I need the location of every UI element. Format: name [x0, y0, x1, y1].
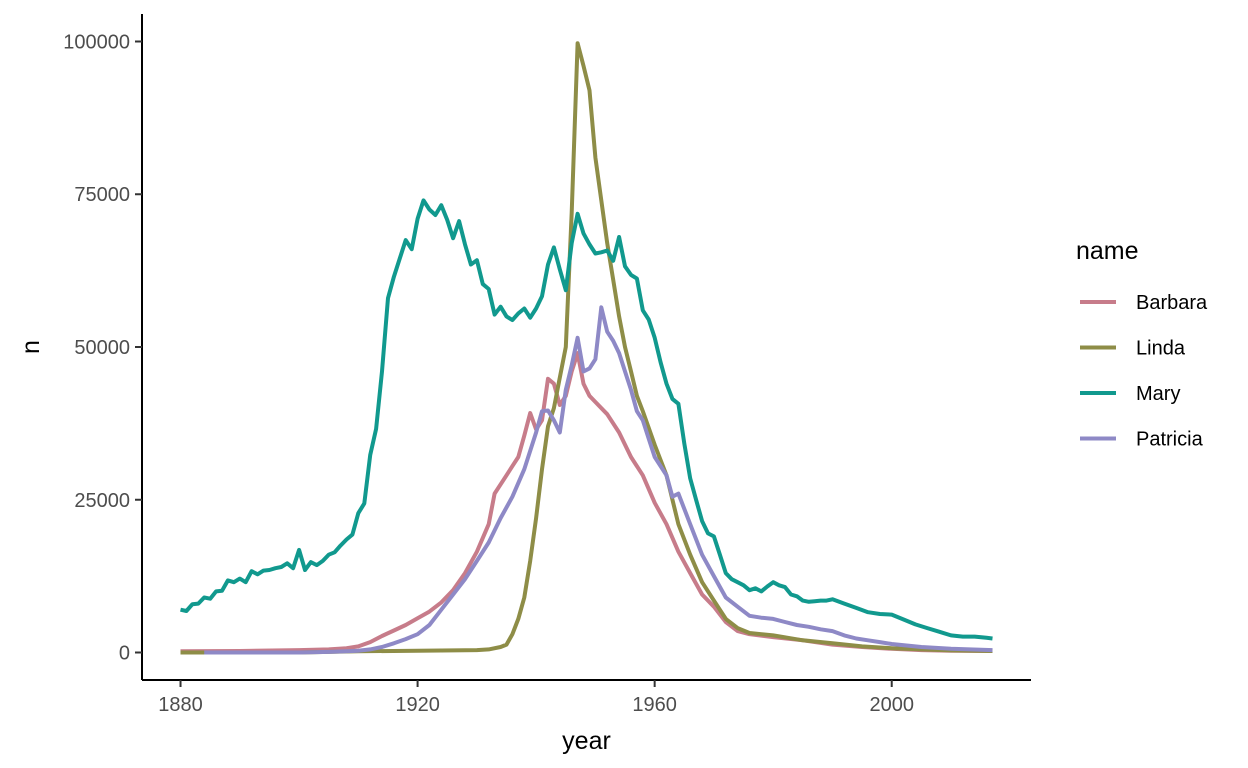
legend-label-barbara: Barbara [1136, 292, 1208, 314]
series-line-patricia [204, 305, 993, 655]
y-tick-label: 75000 [74, 184, 130, 206]
x-tick-label: 1960 [632, 694, 677, 716]
legend-label-patricia: Patricia [1136, 429, 1204, 451]
y-tick-label: 0 [119, 643, 130, 665]
x-axis-title: year [562, 727, 611, 755]
plot-area [180, 41, 993, 655]
x-tick-label: 2000 [869, 694, 914, 716]
y-axis-title: n [17, 340, 45, 354]
y-tick-label: 100000 [63, 31, 130, 53]
series-line-mary [180, 198, 993, 641]
legend: name Barbara Linda Mary Patricia [1076, 237, 1208, 451]
y-tick-label: 25000 [74, 490, 130, 512]
y-tick-label: 50000 [74, 337, 130, 359]
axes: 1880 1920 1960 2000 0 25000 50000 75000 100000 [63, 14, 1031, 716]
x-tick-label: 1880 [158, 694, 203, 716]
x-tick-label: 1920 [395, 694, 440, 716]
series-line-linda [180, 41, 993, 655]
legend-title: name [1076, 237, 1139, 265]
legend-label-mary: Mary [1136, 383, 1180, 405]
legend-label-linda: Linda [1136, 338, 1186, 360]
series-line-barbara [180, 351, 993, 654]
